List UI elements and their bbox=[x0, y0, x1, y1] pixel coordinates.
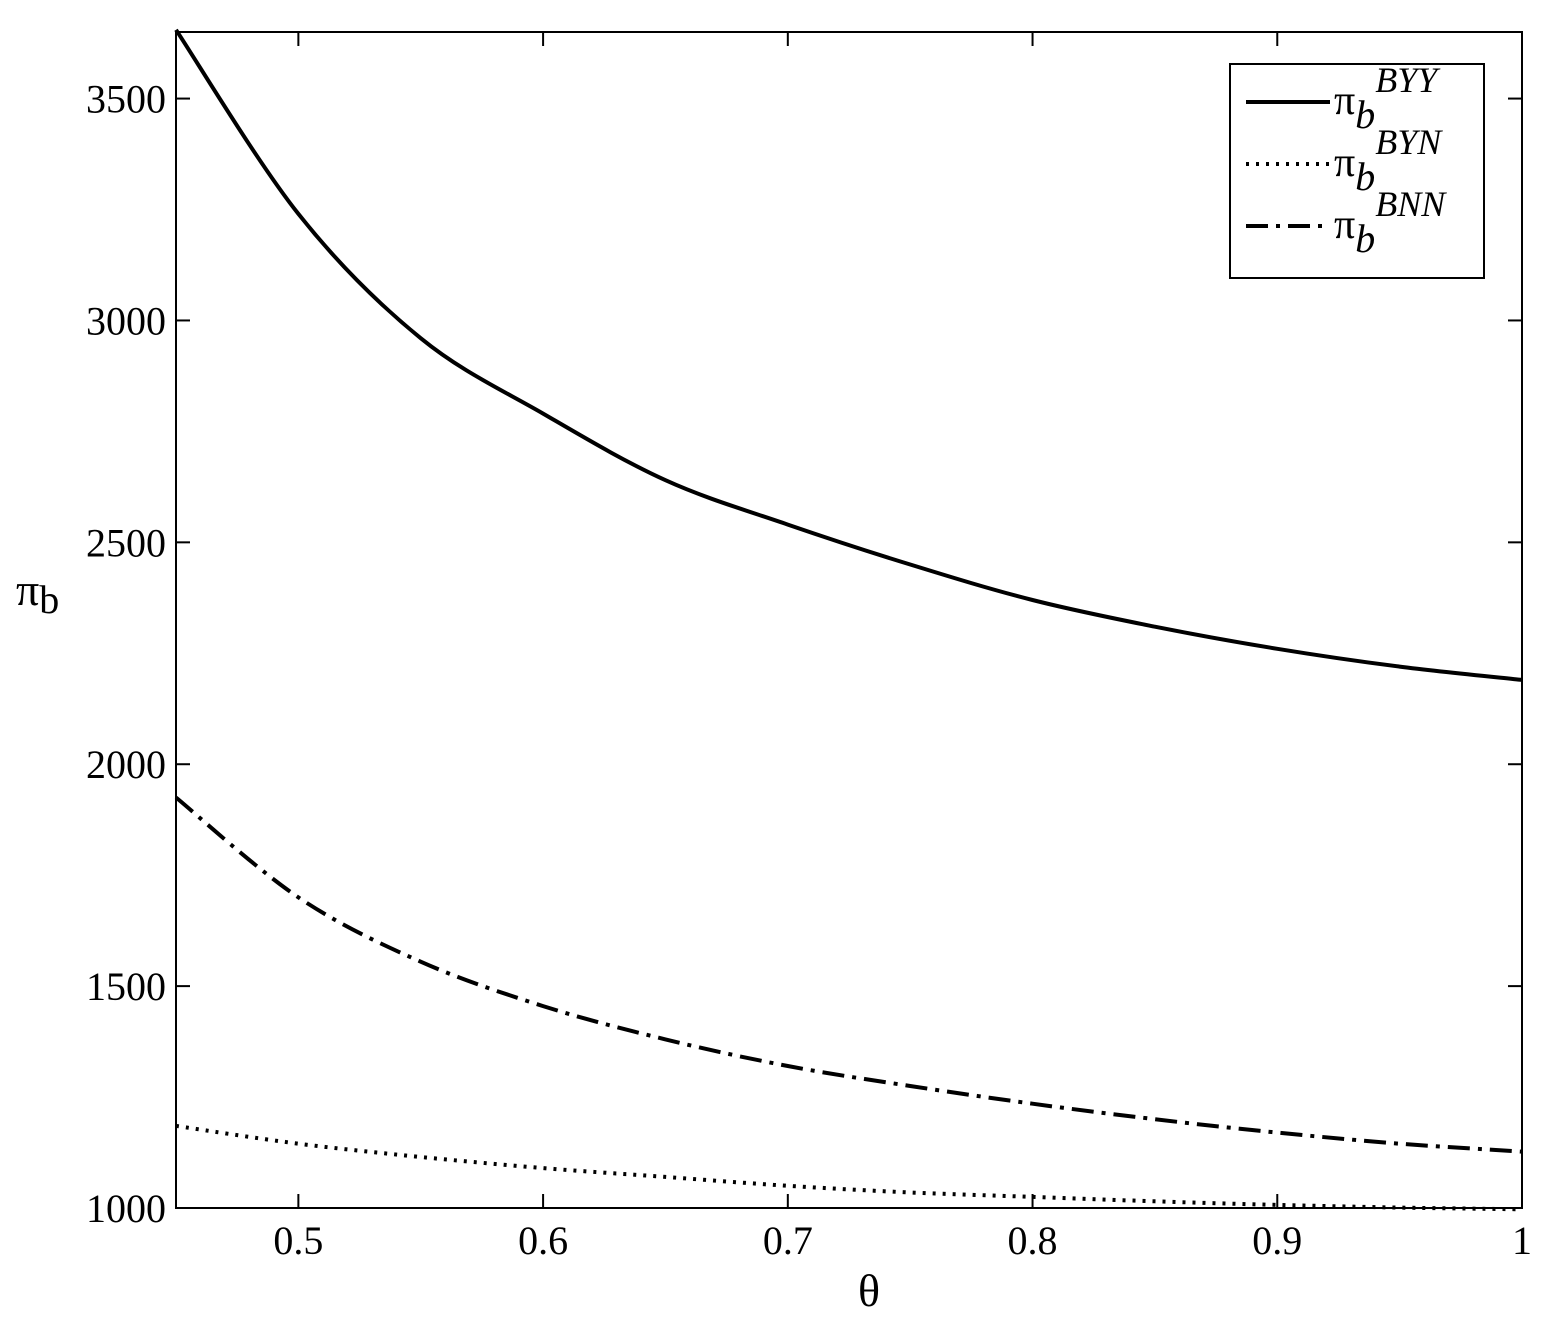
series-line-bnn bbox=[174, 795, 1523, 1154]
x-tick-label: 0.8 bbox=[1008, 1218, 1058, 1263]
legend-box bbox=[1229, 63, 1485, 279]
legend-label-byy: πbBYY bbox=[1334, 60, 1441, 137]
y-tick-label: 2500 bbox=[86, 520, 166, 565]
x-axis-label: θ bbox=[858, 1265, 880, 1316]
x-tick-label: 0.6 bbox=[518, 1218, 568, 1263]
plot-frame bbox=[175, 31, 1523, 1209]
series-line-byy bbox=[174, 28, 1523, 682]
series-layer bbox=[174, 28, 1523, 1212]
y-tick-label: 3500 bbox=[86, 77, 166, 122]
x-tick-label: 1 bbox=[1512, 1218, 1532, 1263]
x-tick-label: 0.7 bbox=[763, 1218, 813, 1263]
x-tick-label: 0.9 bbox=[1252, 1218, 1302, 1263]
y-axis-label-sub: b bbox=[39, 577, 59, 622]
y-axis-label-base: π bbox=[16, 564, 39, 615]
x-tick-label: 0.5 bbox=[273, 1218, 323, 1263]
legend-label-bnn: πbBNN bbox=[1334, 184, 1447, 261]
y-tick-label: 3000 bbox=[86, 298, 166, 343]
y-axis-label: πb bbox=[16, 564, 59, 622]
y-tick-label: 1000 bbox=[86, 1186, 166, 1231]
y-tick-label: 1500 bbox=[86, 964, 166, 1009]
y-tick-label: 2000 bbox=[86, 742, 166, 787]
tick-layer: 0.5 0.6 0.7 0.8 0.9 1 1000 1500 2000 2500 3000 3500 bbox=[86, 32, 1532, 1263]
legend-label-byn: πbBYN bbox=[1334, 122, 1443, 199]
